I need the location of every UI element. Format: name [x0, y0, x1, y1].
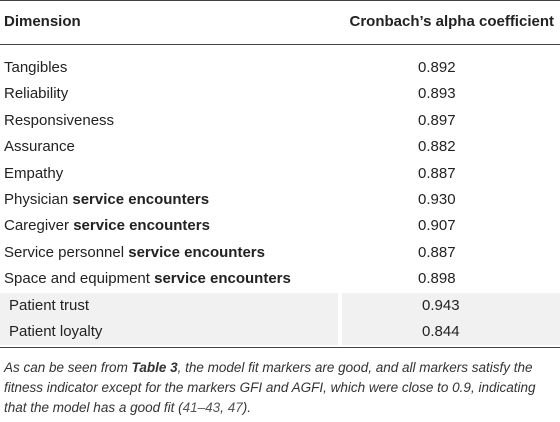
dimension-text: Patient trust: [9, 296, 90, 314]
value-cell: 0.844: [422, 323, 460, 340]
dimension-text: Responsiveness: [4, 111, 115, 129]
citation: 47: [227, 400, 243, 415]
note-text: ,: [220, 400, 228, 415]
note-text: ).: [242, 400, 251, 415]
top-rule: [0, 0, 560, 1]
dimension-text: Space and equipment: [4, 270, 150, 288]
dimension-bold-text: service encounters: [128, 243, 265, 261]
dimension-cell: Empathy: [4, 164, 63, 184]
row-shade: [342, 319, 560, 345]
dimension-cell: Responsiveness: [4, 111, 114, 131]
dimension-bold-text: service encounters: [154, 270, 291, 288]
dimension-bold-text: service encounters: [73, 217, 210, 235]
note-text: Table 3: [131, 360, 178, 375]
dimension-text: Physician: [4, 191, 69, 208]
dimension-cell: Tangibles: [4, 58, 67, 78]
dimension-text: Patient loyalty: [9, 323, 103, 340]
value-cell: 0.897: [418, 111, 456, 129]
row-shade: [0, 319, 338, 345]
value-cell: 0.892: [418, 59, 456, 76]
dimension-text: Tangibles: [4, 59, 68, 76]
value-cell: 0.887: [418, 243, 456, 261]
table-note: As can be seen from Table 3, the model f…: [4, 358, 556, 418]
dimension-bold-text: service encounters: [72, 191, 210, 208]
header-cell: Dimension: [4, 13, 81, 30]
value-cell: 0.930: [418, 191, 456, 208]
value-cell: 0.893: [418, 85, 456, 103]
bottom-rule: [0, 347, 560, 348]
dimension-text: Service personnel: [4, 243, 125, 261]
dimension-cell: Assurance: [4, 137, 75, 157]
value-cell: 0.882: [418, 138, 456, 156]
row-shade: [0, 292, 338, 319]
value-cell: 0.907: [418, 217, 456, 235]
dimension-cell: Reliability: [4, 84, 68, 104]
citation: 41–43: [182, 400, 221, 415]
value-cell: 0.887: [418, 164, 456, 182]
dimension-text: Assurance: [4, 138, 75, 156]
row-shade: [342, 292, 560, 319]
dimension-cell: Patient loyalty: [9, 322, 102, 342]
note-text: As can be seen from: [4, 360, 132, 375]
dimension-cell: Caregiver service encounters: [4, 216, 210, 236]
header-rule: [0, 44, 560, 45]
note-text: , the model fit markers are good, and al…: [4, 360, 536, 415]
value-cell: 0.898: [418, 270, 456, 288]
header-cell: Cronbach’s alpha coefficient: [349, 13, 555, 30]
dimension-cell: Service personnel service encounters: [4, 243, 265, 263]
dimension-text: Reliability: [4, 85, 69, 103]
value-cell: 0.943: [422, 296, 460, 314]
dimension-cell: Physician service encounters: [4, 190, 209, 210]
dimension-text: Caregiver: [4, 217, 70, 235]
dimension-cell: Patient trust: [9, 296, 89, 316]
dimension-text: Empathy: [4, 164, 64, 182]
dimension-cell: Space and equipment service encounters: [4, 269, 291, 289]
